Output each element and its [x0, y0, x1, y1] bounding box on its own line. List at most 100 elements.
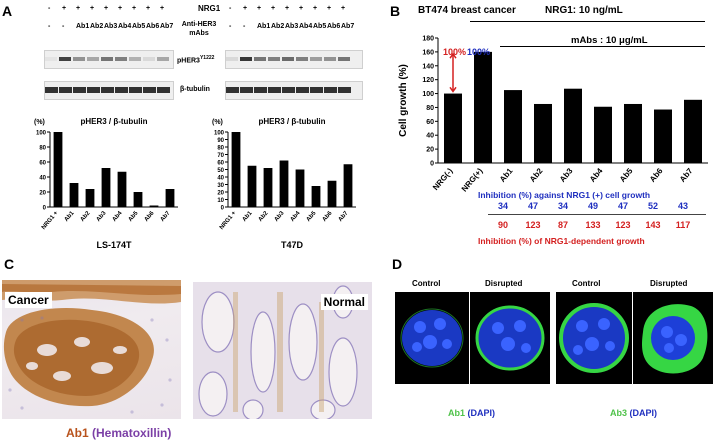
pher3-band — [129, 57, 141, 61]
chart-ls174t: 0 20 40 60 80 100 NRG1 + Ab1 Ab2 Ab3 Ab4 Ab5 Ab6 Ab7 p… — [34, 117, 178, 250]
y-tick-label: 40 — [217, 176, 224, 182]
chart-title: pHER3 / β-tubulin — [258, 117, 325, 126]
category-label: Ab7 — [160, 210, 172, 223]
caption-dapi-1: (DAPI) — [467, 408, 496, 418]
bar-7 — [343, 164, 353, 207]
nrg1row-cell: + — [104, 5, 109, 12]
organoid-ab1-disrupted — [475, 305, 545, 371]
pher3-band — [73, 57, 85, 61]
inhibition-dep-caption: Inhibition (%) of NRG1-dependent growth — [478, 236, 645, 246]
y-tick-label: 160 — [422, 49, 434, 56]
inhRow2-value: 87 — [557, 220, 568, 230]
inhRow2-value: 90 — [497, 220, 508, 230]
mabrow-cell: Ab3 — [285, 23, 299, 30]
confocal-ab3-control — [556, 292, 632, 384]
y-tick-label: 20 — [426, 147, 434, 154]
red-arrow-head-bottom — [449, 86, 457, 93]
nrg1row-cell: - — [48, 5, 51, 12]
mabrow-cell: Ab5 — [132, 23, 146, 30]
bar-2 — [85, 189, 95, 207]
y-tick-label: 10 — [217, 198, 224, 204]
mabrow-cell: Ab1 — [76, 23, 90, 30]
bar-7 — [654, 109, 672, 163]
tubulin-band — [87, 87, 100, 93]
caption-dapi-2: (DAPI) — [629, 408, 658, 418]
bar-0 — [444, 93, 462, 163]
bar-7 — [165, 189, 175, 207]
y-tick-label: 80 — [217, 146, 224, 152]
panel-c-label: C — [4, 256, 15, 272]
inhRow2-value: 117 — [675, 220, 691, 230]
pher3-band — [143, 57, 155, 61]
anti-her3-line1: Anti-HER3 — [181, 21, 217, 28]
pher3-band — [338, 57, 350, 61]
tubulin-band — [143, 87, 156, 93]
category-label: Ab1 — [498, 166, 515, 184]
nrg1row-cell: + — [76, 5, 81, 12]
y-tick-label: 60 — [217, 161, 224, 167]
pher3-band — [115, 57, 127, 61]
cancer-tissue-drawing — [2, 280, 181, 414]
nrg1row-cell: + — [313, 5, 318, 12]
pher3-band — [324, 57, 336, 61]
pher3-band — [268, 57, 280, 61]
confocal-ab1-disrupted — [470, 292, 550, 384]
nrg1row-cell: + — [118, 5, 123, 12]
red-arrow-head-top — [449, 52, 457, 59]
organoid-ab3-disrupted — [642, 304, 708, 374]
category-label: Ab2 — [528, 166, 545, 184]
bar-4 — [117, 171, 127, 207]
mabrow-cell: Ab6 — [146, 23, 160, 30]
pher3-band — [87, 57, 99, 61]
category-label: Ab2 — [258, 210, 270, 223]
bar-5 — [311, 186, 321, 207]
caption-ab1: Ab1 — [66, 426, 89, 440]
category-label: Ab7 — [338, 210, 350, 223]
pher3-band — [45, 57, 57, 61]
confocal-ab3-disrupted — [633, 292, 713, 384]
mabrow-cell: Ab3 — [104, 23, 118, 30]
annot-100-blue: 100% — [467, 47, 490, 57]
caption-hematoxillin: (Hematoxillin) — [92, 426, 172, 440]
nrg1row-cell: + — [90, 5, 95, 12]
mabrow-cell: Ab4 — [299, 23, 313, 30]
d-disrupted-2: Disrupted — [650, 279, 688, 288]
y-tick-label: 90 — [217, 138, 224, 144]
category-label: Ab3 — [274, 210, 286, 223]
bar-5 — [594, 106, 612, 163]
d-control-2: Control — [572, 279, 601, 288]
nrg1row-cell: + — [257, 5, 262, 12]
nrg1row-cell: - — [229, 5, 232, 12]
tubulin-band — [324, 87, 337, 93]
mabrow-cell: Ab7 — [160, 23, 174, 30]
y-tick-label: 140 — [422, 63, 434, 70]
y-unit-label: (%) — [34, 119, 45, 126]
pher3-band — [296, 57, 308, 61]
annot-100-red: 100% — [443, 47, 466, 57]
tubulin-band — [115, 87, 128, 93]
normal-tissue-image: Normal — [193, 282, 372, 419]
d-caption-2: Ab3 (DAPI) — [610, 408, 657, 418]
bar-1 — [474, 51, 492, 164]
y-tick-label: 20 — [217, 191, 224, 197]
mabrow-cell: Ab2 — [90, 23, 104, 30]
inhRow1-value: 52 — [647, 201, 658, 211]
tubulin-band — [226, 87, 239, 93]
organoid-ab3-control — [559, 303, 629, 373]
pher3-sup: Y1222 — [199, 55, 215, 61]
category-label: Ab5 — [306, 210, 318, 223]
y-tick-label: 0 — [221, 206, 225, 212]
nrg1-header: NRG1 — [198, 4, 221, 13]
category-label: Ab1 — [64, 210, 76, 223]
normal-label: Normal — [320, 294, 368, 310]
category-label: Ab6 — [322, 210, 334, 223]
nrg1row-cell: + — [146, 5, 151, 12]
mab-sign-row: - - Ab1 Ab2 Ab3 Ab4 Ab5 Ab6 Ab7- - Ab1 Ab2 Ab3 Ab4 Ab5… — [44, 23, 364, 35]
category-label: NRG1 + — [219, 210, 238, 231]
category-label: Ab5 — [128, 210, 140, 223]
nrg1row-cell: + — [299, 5, 304, 12]
mabrow-cell: Ab6 — [327, 23, 341, 30]
y-tick-label: 20 — [39, 191, 46, 197]
blot-bands — [45, 57, 351, 93]
bar-6 — [327, 180, 337, 207]
